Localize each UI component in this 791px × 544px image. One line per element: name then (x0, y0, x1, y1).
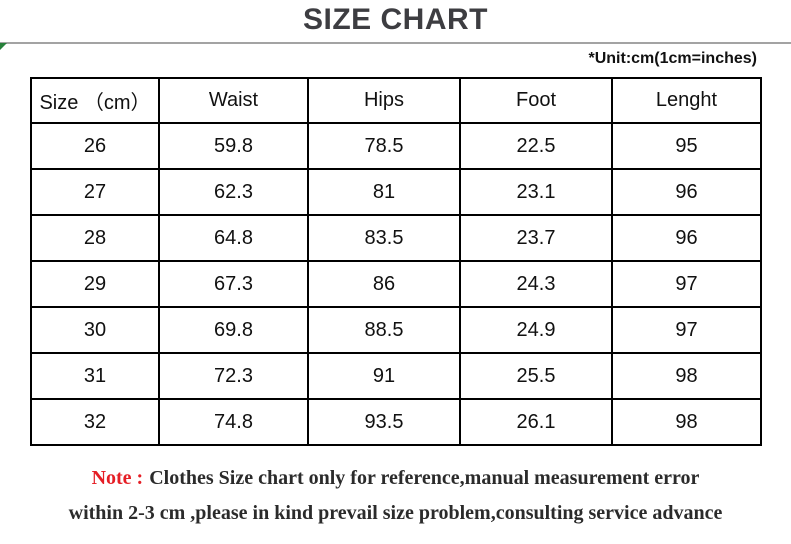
table-header-cell: Hips (307, 77, 461, 124)
note-label: Note : (91, 467, 144, 489)
table-header-row: Size （cm） Waist Hips Foot Lenght (30, 77, 762, 124)
table-cell: 83.5 (307, 214, 461, 262)
table-row: 28 64.8 83.5 23.7 96 (30, 214, 762, 262)
table-cell: 95 (611, 122, 762, 170)
table-cell: 59.8 (158, 122, 309, 170)
note-line1: Clothes Size chart only for reference,ma… (149, 467, 700, 489)
table-cell: 96 (611, 168, 762, 216)
table-header-cell: Size （cm） (30, 77, 160, 124)
note: Note : Clothes Size chart only for refere… (0, 461, 791, 531)
table-cell: 29 (30, 260, 160, 308)
table-row: 26 59.8 78.5 22.5 95 (30, 122, 762, 170)
table-cell: 97 (611, 306, 762, 354)
divider-line (0, 42, 791, 50)
table-cell: 24.9 (459, 306, 613, 354)
unit-note: *Unit:cm(1cm=inches) (588, 50, 758, 67)
table-cell: 32 (30, 398, 160, 446)
table-cell: 67.3 (158, 260, 309, 308)
table-cell: 64.8 (158, 214, 309, 262)
table-cell: 26.1 (459, 398, 613, 446)
size-table: Size （cm） Waist Hips Foot Lenght 26 59.8 78.5 2… (30, 77, 762, 446)
table-head: Size （cm） Waist Hips Foot Lenght (30, 77, 762, 124)
table-cell: 97 (611, 260, 762, 308)
table-cell: 88.5 (307, 306, 461, 354)
table-cell: 98 (611, 352, 762, 400)
table-row: 32 74.8 93.5 26.1 98 (30, 398, 762, 446)
table-header-cell: Waist (158, 77, 309, 124)
table-cell: 22.5 (459, 122, 613, 170)
table-cell: 93.5 (307, 398, 461, 446)
table-header-cell: Lenght (611, 77, 762, 124)
table-body: 26 59.8 78.5 22.5 95 27 62.3 81 23.1 96 28 64.8 83.5… (30, 122, 762, 446)
table-cell: 23.7 (459, 214, 613, 262)
table-header-cell: Foot (459, 77, 613, 124)
table-row: 31 72.3 91 25.5 98 (30, 352, 762, 400)
table-cell: 25.5 (459, 352, 613, 400)
table-cell: 96 (611, 214, 762, 262)
table-cell: 23.1 (459, 168, 613, 216)
table-cell: 31 (30, 352, 160, 400)
table-cell: 86 (307, 260, 461, 308)
note-line2: within 2-3 cm ,please in kind prevail si… (68, 502, 723, 524)
table-cell: 78.5 (307, 122, 461, 170)
page-title: SIZE CHART (303, 3, 488, 36)
table-row: 27 62.3 81 23.1 96 (30, 168, 762, 216)
green-corner-marker-icon (0, 43, 7, 50)
table-row: 29 67.3 86 24.3 97 (30, 260, 762, 308)
table-cell: 24.3 (459, 260, 613, 308)
table-cell: 27 (30, 168, 160, 216)
table-cell: 98 (611, 398, 762, 446)
table-cell: 28 (30, 214, 160, 262)
table-cell: 74.8 (158, 398, 309, 446)
table-cell: 26 (30, 122, 160, 170)
table-cell: 62.3 (158, 168, 309, 216)
table-cell: 69.8 (158, 306, 309, 354)
table-cell: 72.3 (158, 352, 309, 400)
table-cell: 91 (307, 352, 461, 400)
table-cell: 30 (30, 306, 160, 354)
table-cell: 81 (307, 168, 461, 216)
table-row: 30 69.8 88.5 24.9 97 (30, 306, 762, 354)
